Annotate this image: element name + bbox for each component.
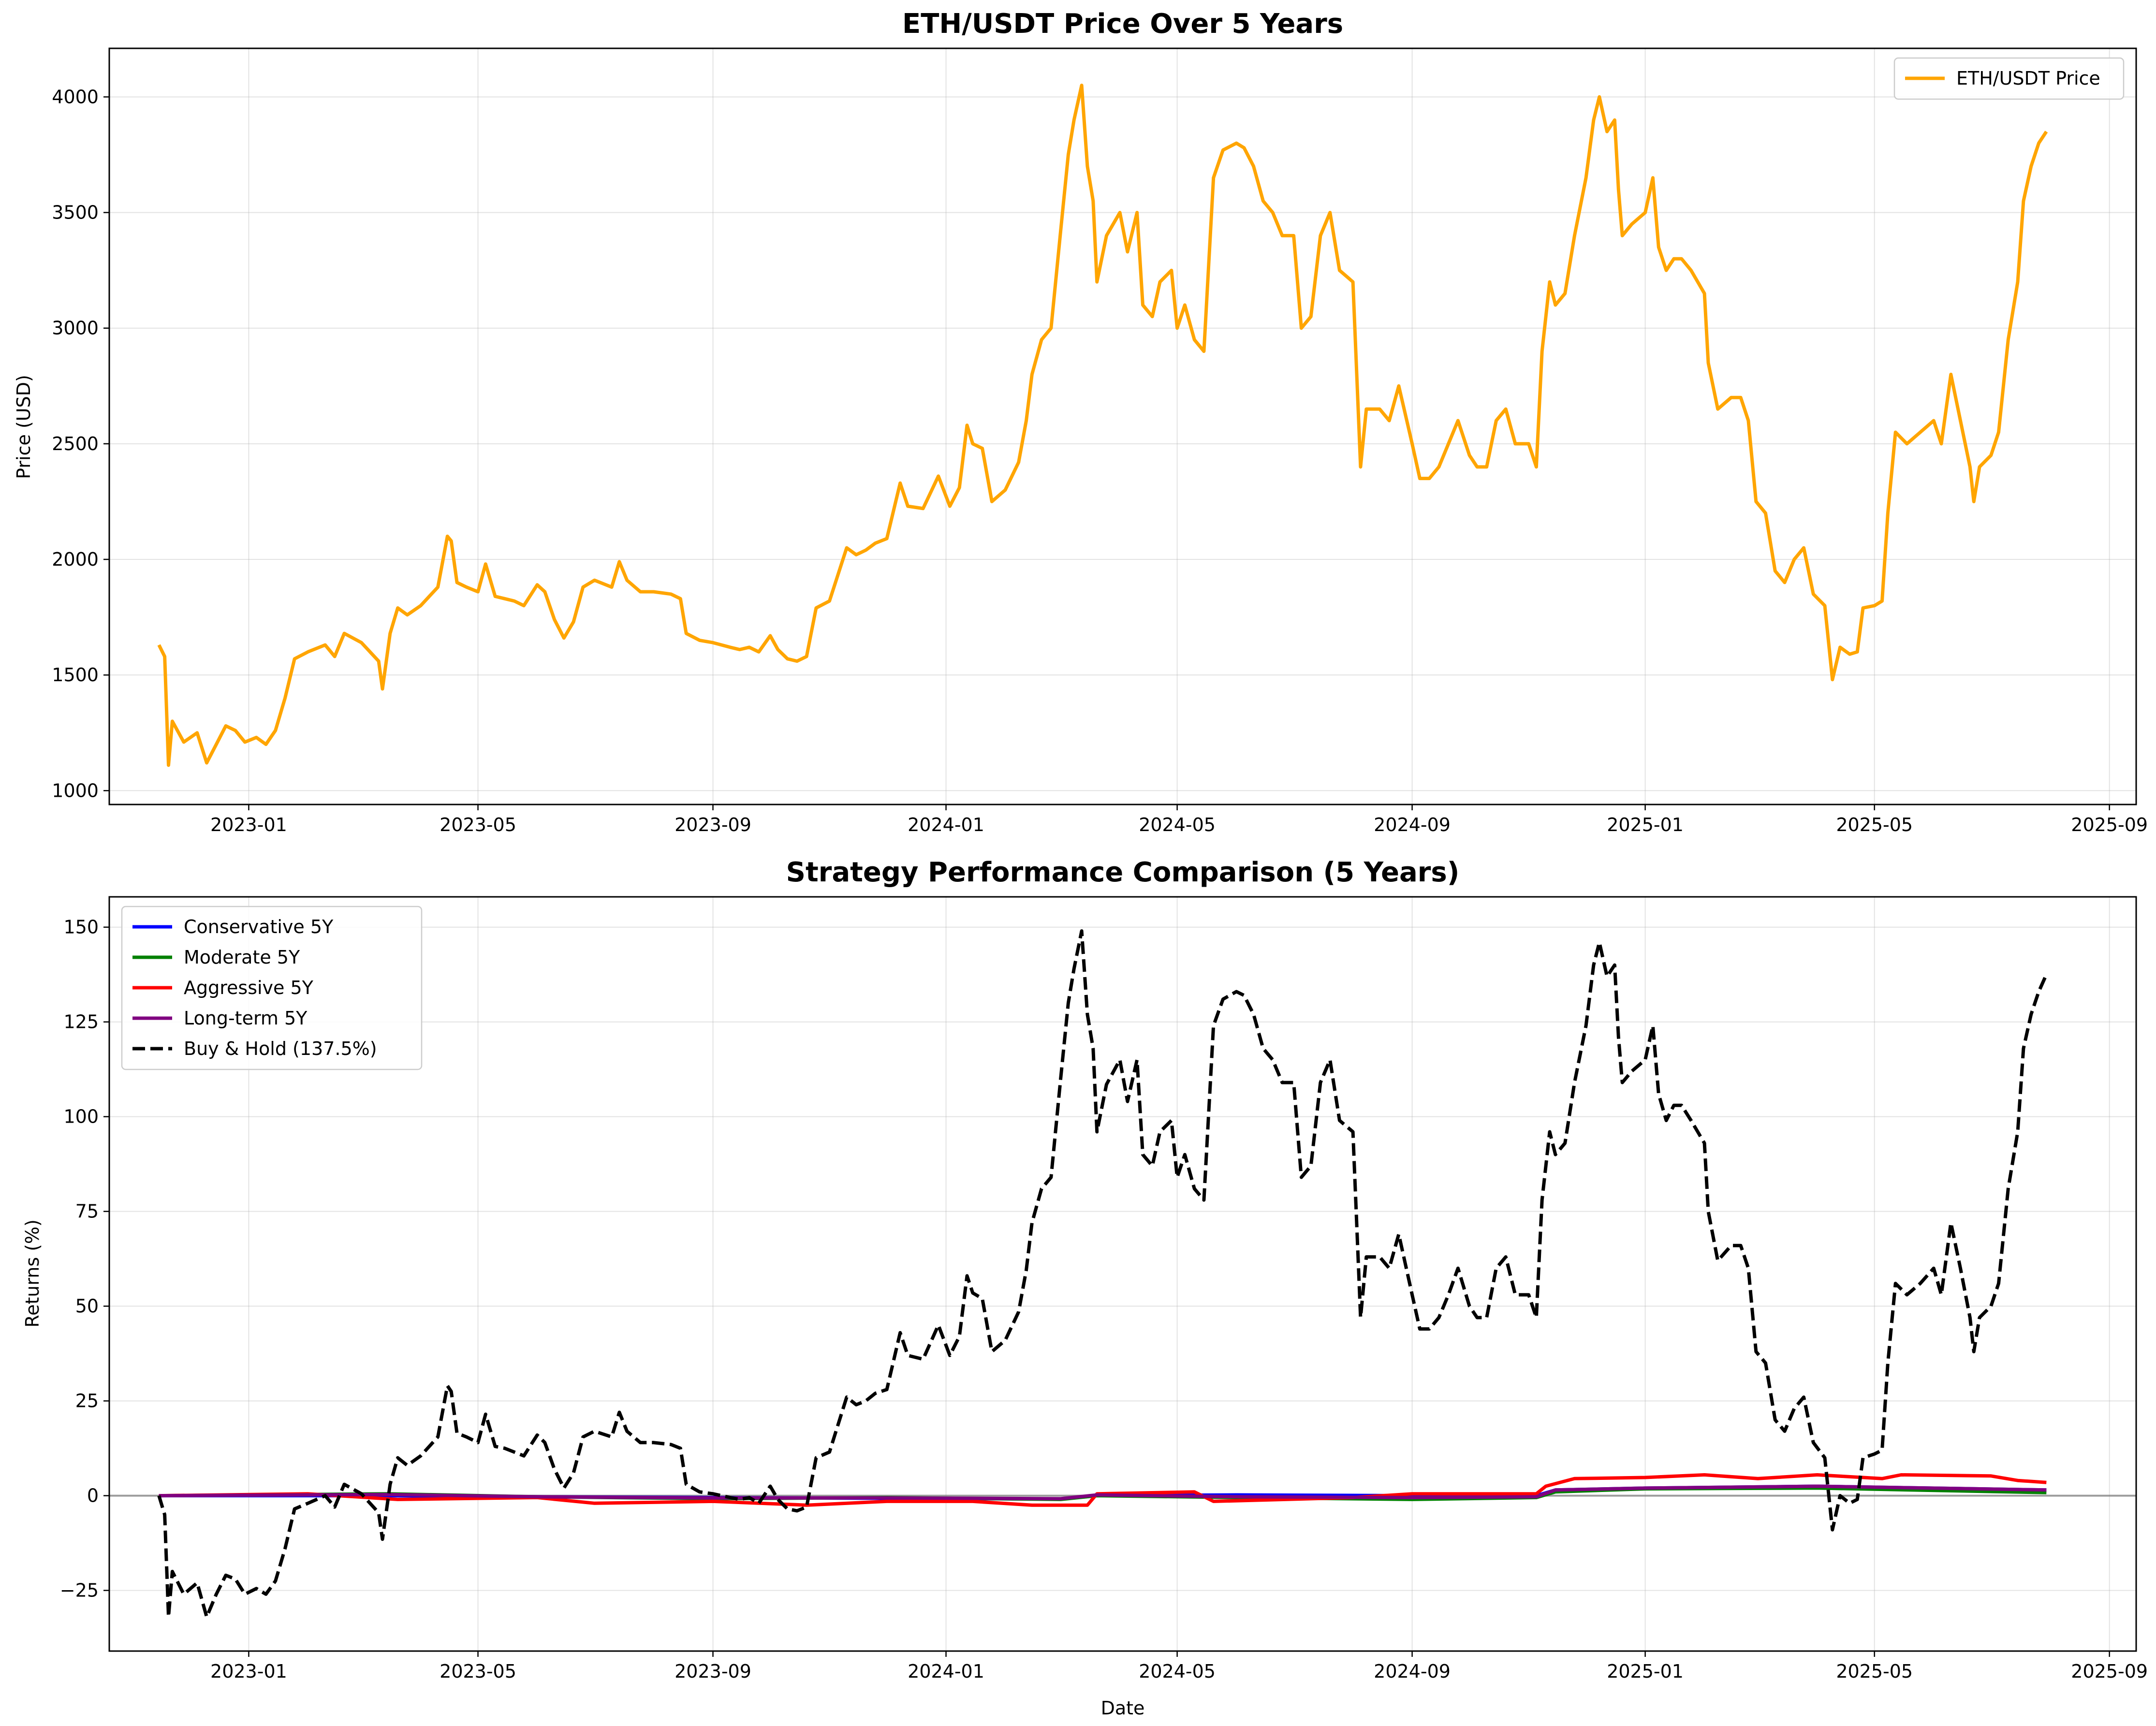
y-tick-label: 75: [75, 1201, 99, 1222]
y-tick-label: −25: [60, 1580, 99, 1601]
price-chart-grid: [109, 48, 2136, 804]
series-line: [157, 84, 2048, 767]
strategy-chart-x-ticks: 2023-01 2023-05 2023-09 2024-01 2024-05 2024-…: [210, 1651, 2148, 1682]
strategy-chart-grid: [109, 897, 2136, 1651]
y-tick-label: 0: [87, 1485, 99, 1507]
x-tick-label: 2023-01: [210, 814, 287, 835]
strategy-chart-x-axis-label: Date: [1101, 1697, 1145, 1719]
price-chart-title: ETH/USDT Price Over 5 Years: [902, 8, 1343, 40]
x-tick-label: 2024-05: [1139, 1661, 1216, 1682]
x-tick-label: 2023-05: [440, 1661, 516, 1682]
legend-label: Buy & Hold (137.5%): [184, 1038, 377, 1059]
legend-label: Aggressive 5Y: [184, 977, 314, 998]
legend-label: ETH/USDT Price: [1956, 68, 2100, 89]
x-tick-label: 2025-09: [2071, 814, 2148, 835]
x-tick-label: 2025-05: [1836, 1661, 1913, 1682]
x-tick-label: 2025-05: [1836, 814, 1913, 835]
strategy-chart-y-axis-label: Returns (%): [22, 1219, 43, 1328]
series-line: [159, 1473, 2047, 1507]
x-tick-label: 2024-01: [908, 814, 984, 835]
legend-box: [1893, 57, 2125, 100]
y-tick-label: 50: [75, 1296, 99, 1317]
legend-label: Conservative 5Y: [184, 916, 334, 937]
y-tick-label: 150: [63, 917, 99, 938]
y-tick-label: 3500: [52, 202, 99, 223]
price-chart-y-ticks: 1000 1500 2000 2500 3000 3500 4000: [52, 86, 109, 801]
price-chart: ETH/USDT Price Over 5 Years Price (USD) …: [13, 8, 2148, 835]
strategy-chart-title: Strategy Performance Comparison (5 Years…: [786, 857, 1460, 888]
x-tick-label: 2024-09: [1374, 1661, 1451, 1682]
y-tick-label: 2000: [52, 549, 99, 570]
y-tick-label: 100: [63, 1106, 99, 1127]
legend-box: [121, 906, 423, 1070]
x-tick-label: 2023-05: [440, 814, 516, 835]
strategy-chart-y-ticks: −25 0 25 50 75 100 125 150: [60, 917, 109, 1601]
strategy-chart: Strategy Performance Comparison (5 Years…: [22, 857, 2148, 1719]
x-tick-label: 2025-01: [1607, 1661, 1684, 1682]
price-chart-y-axis-label: Price (USD): [13, 375, 34, 479]
y-tick-label: 25: [75, 1390, 99, 1412]
y-tick-label: 4000: [52, 86, 99, 107]
price-chart-plot-area: [157, 84, 2048, 767]
y-tick-label: 1000: [52, 780, 99, 801]
x-tick-label: 2025-01: [1607, 814, 1684, 835]
x-tick-label: 2023-09: [675, 814, 751, 835]
strategy-chart-legend: Conservative 5Y Moderate 5Y Aggressive 5Y L…: [121, 906, 423, 1070]
series-line: [157, 929, 2048, 1619]
strategy-chart-plot-area: [157, 929, 2048, 1619]
legend-label: Long-term 5Y: [184, 1008, 308, 1029]
y-tick-label: 3000: [52, 318, 99, 339]
y-tick-label: 2500: [52, 433, 99, 454]
x-tick-label: 2024-09: [1374, 814, 1451, 835]
legend-label: Moderate 5Y: [184, 947, 300, 968]
x-tick-label: 2024-01: [908, 1661, 984, 1682]
x-tick-label: 2024-05: [1139, 814, 1216, 835]
strategy-chart-frame: [108, 896, 2137, 1652]
series-line: [159, 1484, 2047, 1501]
x-tick-label: 2023-09: [675, 1661, 751, 1682]
price-chart-legend: ETH/USDT Price: [1893, 57, 2125, 100]
price-chart-frame: [108, 47, 2137, 805]
price-chart-x-ticks: 2023-01 2023-05 2023-09 2024-01 2024-05 2024-…: [210, 804, 2148, 835]
y-tick-label: 1500: [52, 664, 99, 686]
x-tick-label: 2023-01: [210, 1661, 287, 1682]
y-tick-label: 125: [63, 1011, 99, 1033]
x-tick-label: 2025-09: [2071, 1661, 2148, 1682]
